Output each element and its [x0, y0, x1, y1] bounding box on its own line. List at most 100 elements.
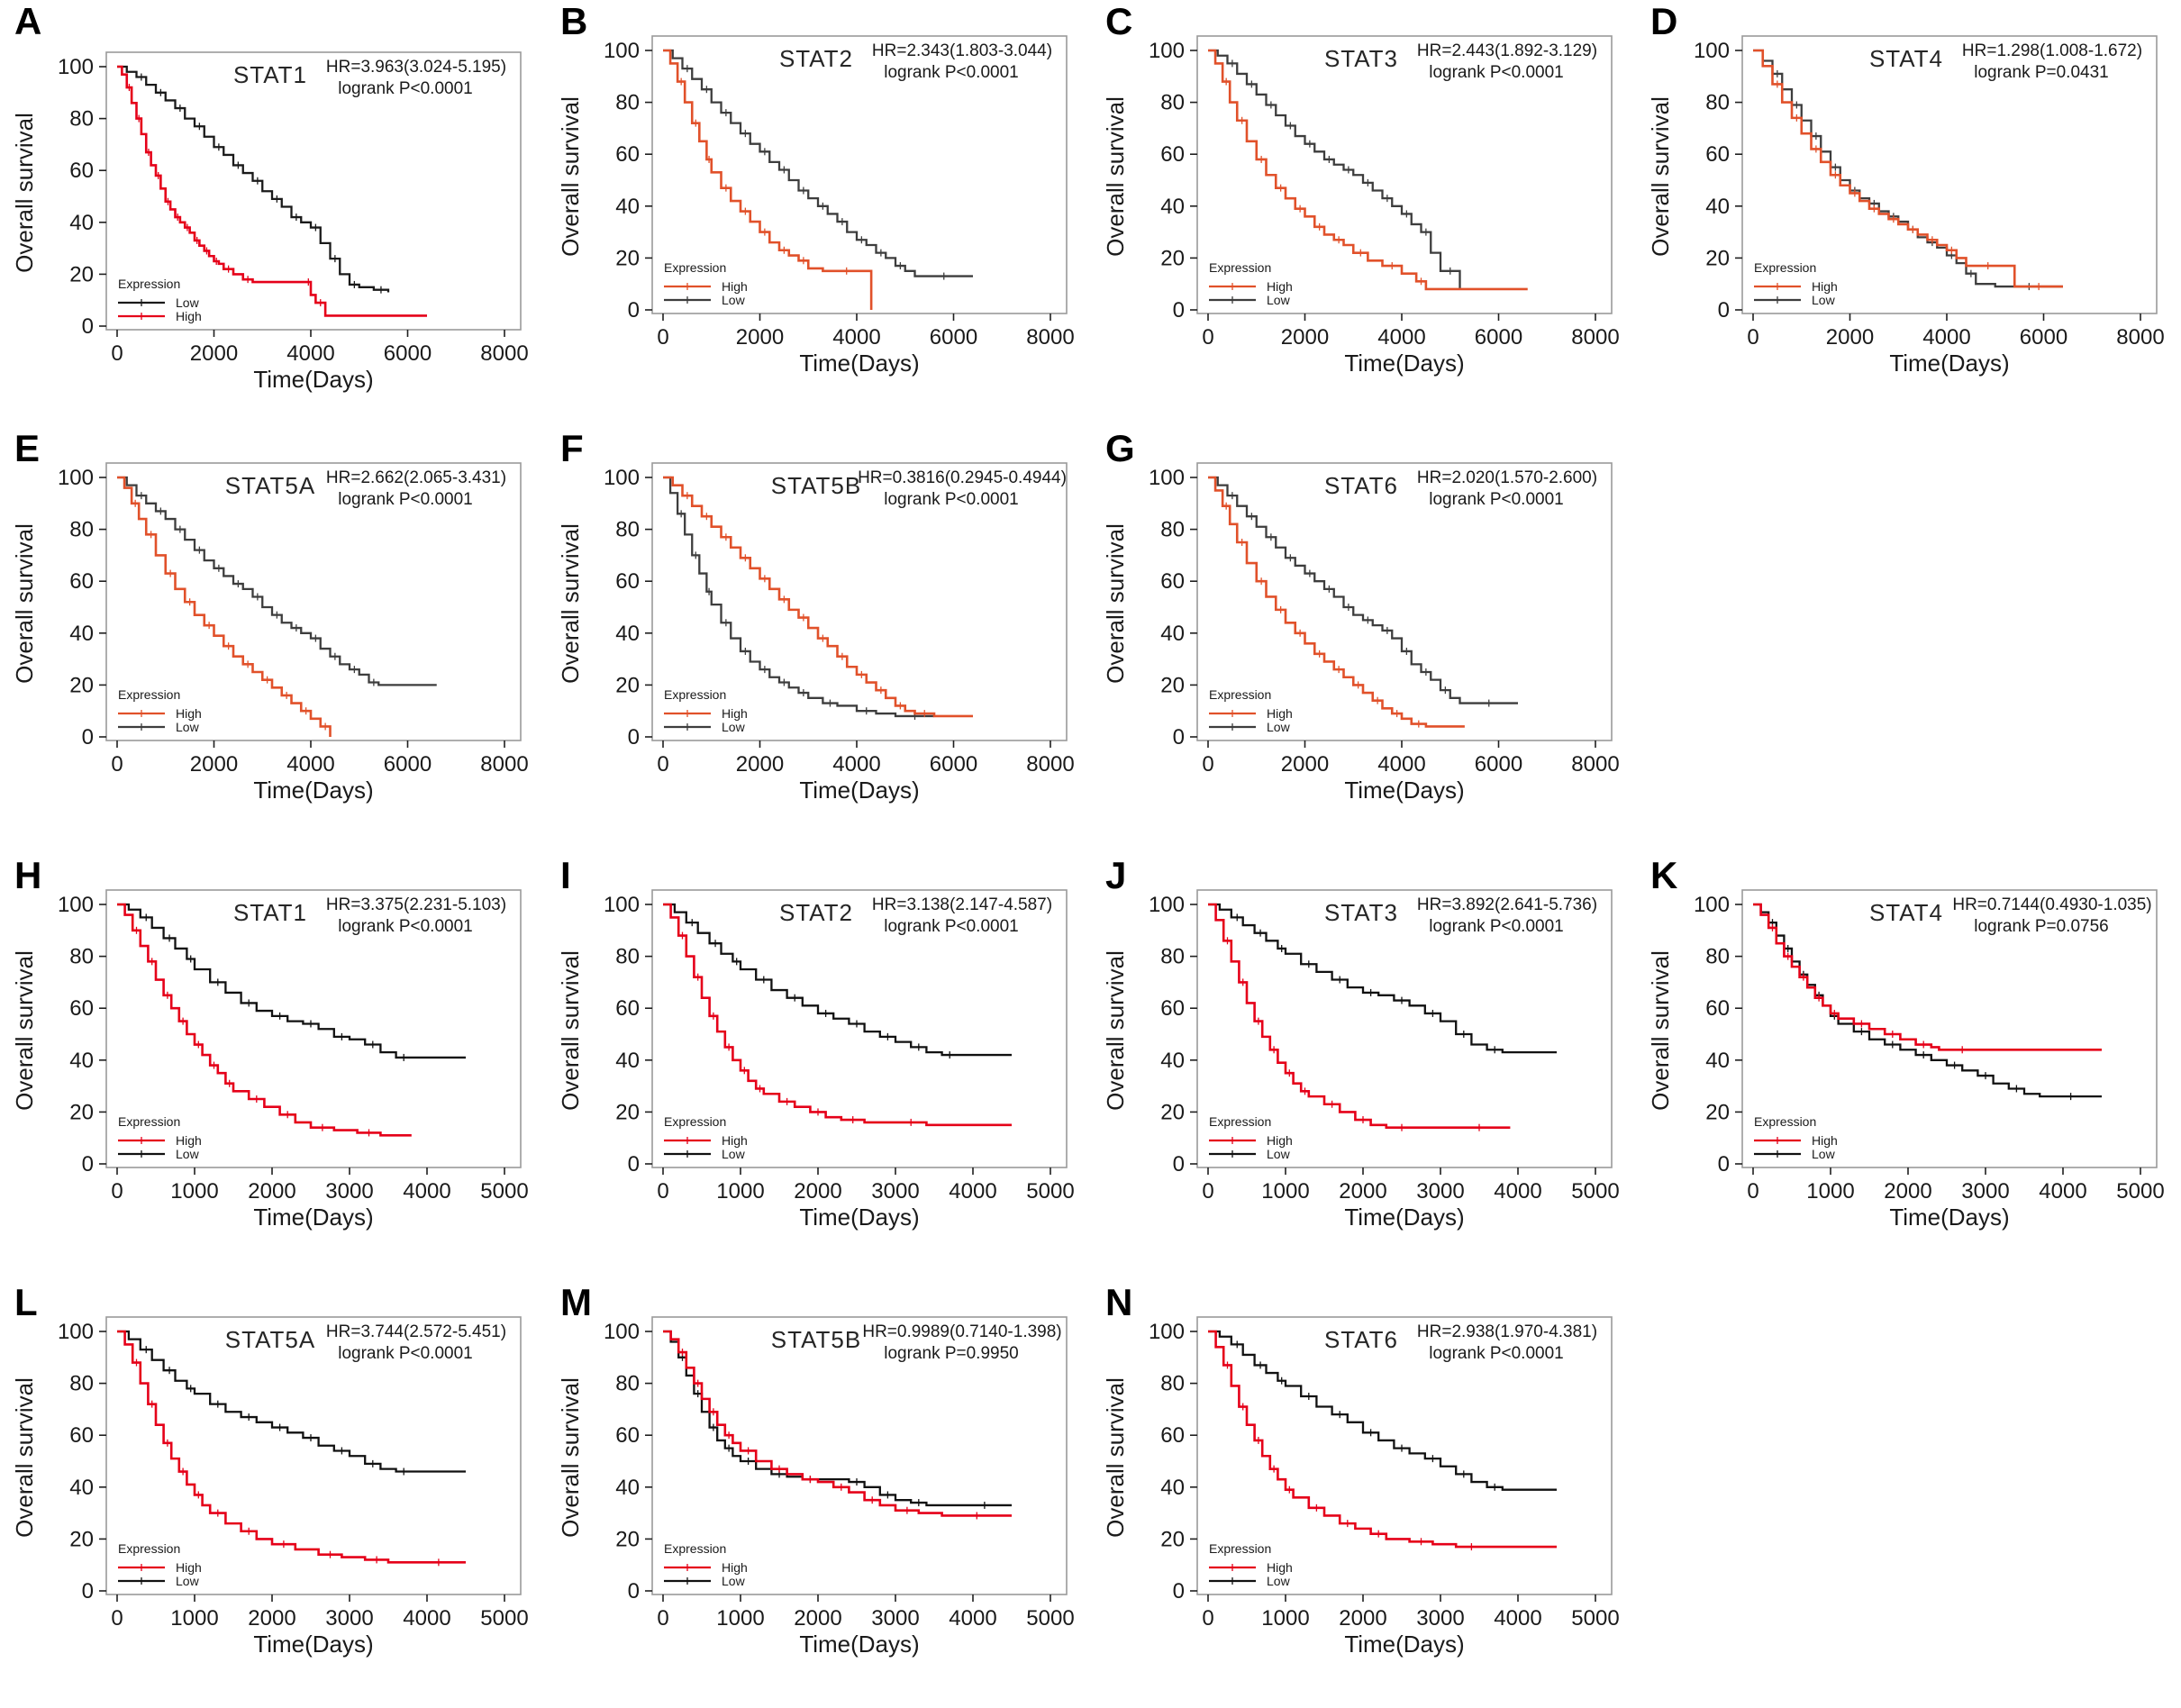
svg-text:1000: 1000 — [1261, 1606, 1309, 1631]
svg-text:100: 100 — [1149, 466, 1185, 490]
svg-text:4000: 4000 — [832, 325, 880, 350]
svg-text:4000: 4000 — [949, 1179, 996, 1204]
svg-text:20: 20 — [615, 673, 640, 697]
plot-frame — [105, 51, 522, 331]
legend-title: Expression — [1209, 1541, 1271, 1556]
svg-text:40: 40 — [1705, 1049, 1730, 1073]
svg-text:6000: 6000 — [1475, 752, 1522, 777]
y-axis: 0 20 40 60 80 100 — [1149, 39, 1197, 323]
hr-annotation: HR=3.963(3.024-5.195) — [326, 58, 506, 77]
x-axis: 0 2000 4000 6000 8000 — [111, 330, 529, 366]
panel-M: M 0 20 40 60 80 100 0 1000 2000 3000 4000 5000 Overal… — [546, 1281, 1091, 1708]
svg-text:3000: 3000 — [1416, 1179, 1464, 1204]
panel-A: A 0 20 40 60 80 100 0 2000 4000 6000 8000 Overall su… — [0, 0, 545, 427]
svg-text:20: 20 — [69, 262, 94, 286]
svg-text:60: 60 — [1705, 142, 1730, 167]
x-axis: 0 2000 4000 6000 8000 — [1202, 740, 1620, 777]
svg-text:20: 20 — [1160, 673, 1185, 697]
svg-text:1000: 1000 — [170, 1606, 218, 1631]
svg-text:0: 0 — [657, 325, 668, 350]
svg-text:2000: 2000 — [248, 1606, 295, 1631]
censor-marks-low — [691, 919, 950, 1059]
svg-text:0: 0 — [1202, 325, 1213, 350]
svg-text:2000: 2000 — [736, 325, 784, 350]
x-axis: 0 2000 4000 6000 8000 — [657, 313, 1075, 350]
svg-text:4000: 4000 — [1377, 752, 1425, 777]
svg-text:8000: 8000 — [2116, 325, 2164, 350]
hr-annotation: HR=2.020(1.570-2.600) — [1417, 468, 1597, 487]
legend-title: Expression — [1754, 1114, 1816, 1129]
svg-text:20: 20 — [1160, 1527, 1185, 1551]
panel-letter: L — [14, 1281, 38, 1323]
panel-letter: J — [1105, 854, 1127, 896]
plot-group: 0 20 40 60 80 100 0 2000 4000 6000 8000 Overall sur… — [557, 462, 1075, 804]
svg-text:3000: 3000 — [325, 1606, 373, 1631]
x-axis: 0 1000 2000 3000 4000 5000 — [111, 1167, 529, 1204]
svg-text:80: 80 — [69, 107, 94, 132]
svg-text:40: 40 — [69, 622, 94, 646]
svg-text:8000: 8000 — [480, 752, 528, 777]
panel-letter: I — [560, 854, 571, 896]
km-curve-high — [117, 476, 332, 737]
plot-frame — [651, 889, 1068, 1168]
plot-group: 0 20 40 60 80 100 0 2000 4000 6000 8000 Overall sur… — [11, 462, 529, 804]
gene-title: STAT5A — [225, 472, 315, 499]
svg-text:40: 40 — [1160, 1476, 1185, 1500]
svg-text:4000: 4000 — [403, 1179, 450, 1204]
x-axis-label: Time(Days) — [1344, 1204, 1464, 1231]
svg-text:2000: 2000 — [1339, 1179, 1386, 1204]
plot-group: 0 20 40 60 80 100 0 2000 4000 6000 8000 Overall sur… — [1647, 35, 2165, 377]
svg-text:8000: 8000 — [480, 341, 528, 366]
y-axis-label: Overall survival — [1102, 950, 1129, 1111]
legend-label-low: Low — [176, 295, 200, 310]
x-axis: 0 2000 4000 6000 8000 — [1747, 313, 2165, 350]
y-axis-label: Overall survival — [11, 1377, 38, 1538]
censor-marks-high — [1226, 1361, 1473, 1551]
y-axis: 0 20 40 60 80 100 — [604, 39, 652, 323]
km-curve-low — [1208, 903, 1557, 1054]
logrank-annotation: logrank P<0.0001 — [338, 490, 472, 509]
svg-text:40: 40 — [1705, 195, 1730, 219]
svg-text:80: 80 — [1160, 1372, 1185, 1396]
svg-text:0: 0 — [1202, 1606, 1213, 1631]
y-axis: 0 20 40 60 80 100 — [604, 893, 652, 1177]
svg-text:3000: 3000 — [325, 1179, 373, 1204]
svg-text:40: 40 — [69, 211, 94, 235]
svg-text:100: 100 — [58, 466, 94, 490]
legend-label-high: High — [1267, 279, 1293, 294]
y-axis-label: Overall survival — [557, 96, 584, 257]
svg-text:3000: 3000 — [871, 1606, 919, 1631]
svg-text:8000: 8000 — [1571, 752, 1619, 777]
plot-frame — [651, 35, 1068, 314]
gene-title: STAT5A — [225, 1326, 315, 1353]
panel-D: D 0 20 40 60 80 100 0 2000 4000 6000 8000 Overall su… — [1636, 0, 2181, 427]
hr-annotation: HR=3.375(2.231-5.103) — [326, 895, 506, 914]
svg-text:20: 20 — [69, 1100, 94, 1124]
logrank-annotation: logrank P<0.0001 — [884, 63, 1018, 82]
km-chart-stat1-A: 0 20 40 60 80 100 0 2000 4000 6000 8000 Overall sur… — [11, 51, 529, 393]
x-axis: 0 2000 4000 6000 8000 — [111, 740, 529, 777]
censor-marks-high — [686, 492, 925, 718]
censor-marks-high — [128, 84, 322, 307]
hr-annotation: HR=2.938(1.970-4.381) — [1417, 1322, 1597, 1341]
censor-marks-low — [1771, 919, 2072, 1101]
svg-text:0: 0 — [628, 298, 640, 323]
km-curve-high — [117, 903, 412, 1137]
y-axis: 0 20 40 60 80 100 — [58, 466, 106, 750]
svg-text:80: 80 — [69, 1372, 94, 1396]
x-axis-label: Time(Days) — [799, 1631, 919, 1658]
svg-text:60: 60 — [1705, 996, 1730, 1021]
svg-text:0: 0 — [1718, 1152, 1730, 1177]
legend-title: Expression — [118, 687, 180, 702]
legend-label-low: Low — [176, 720, 200, 734]
svg-text:0: 0 — [111, 752, 123, 777]
panel-letter: E — [14, 427, 41, 469]
svg-text:100: 100 — [604, 1320, 640, 1344]
gene-title: STAT3 — [1324, 899, 1398, 926]
svg-text:60: 60 — [615, 569, 640, 594]
